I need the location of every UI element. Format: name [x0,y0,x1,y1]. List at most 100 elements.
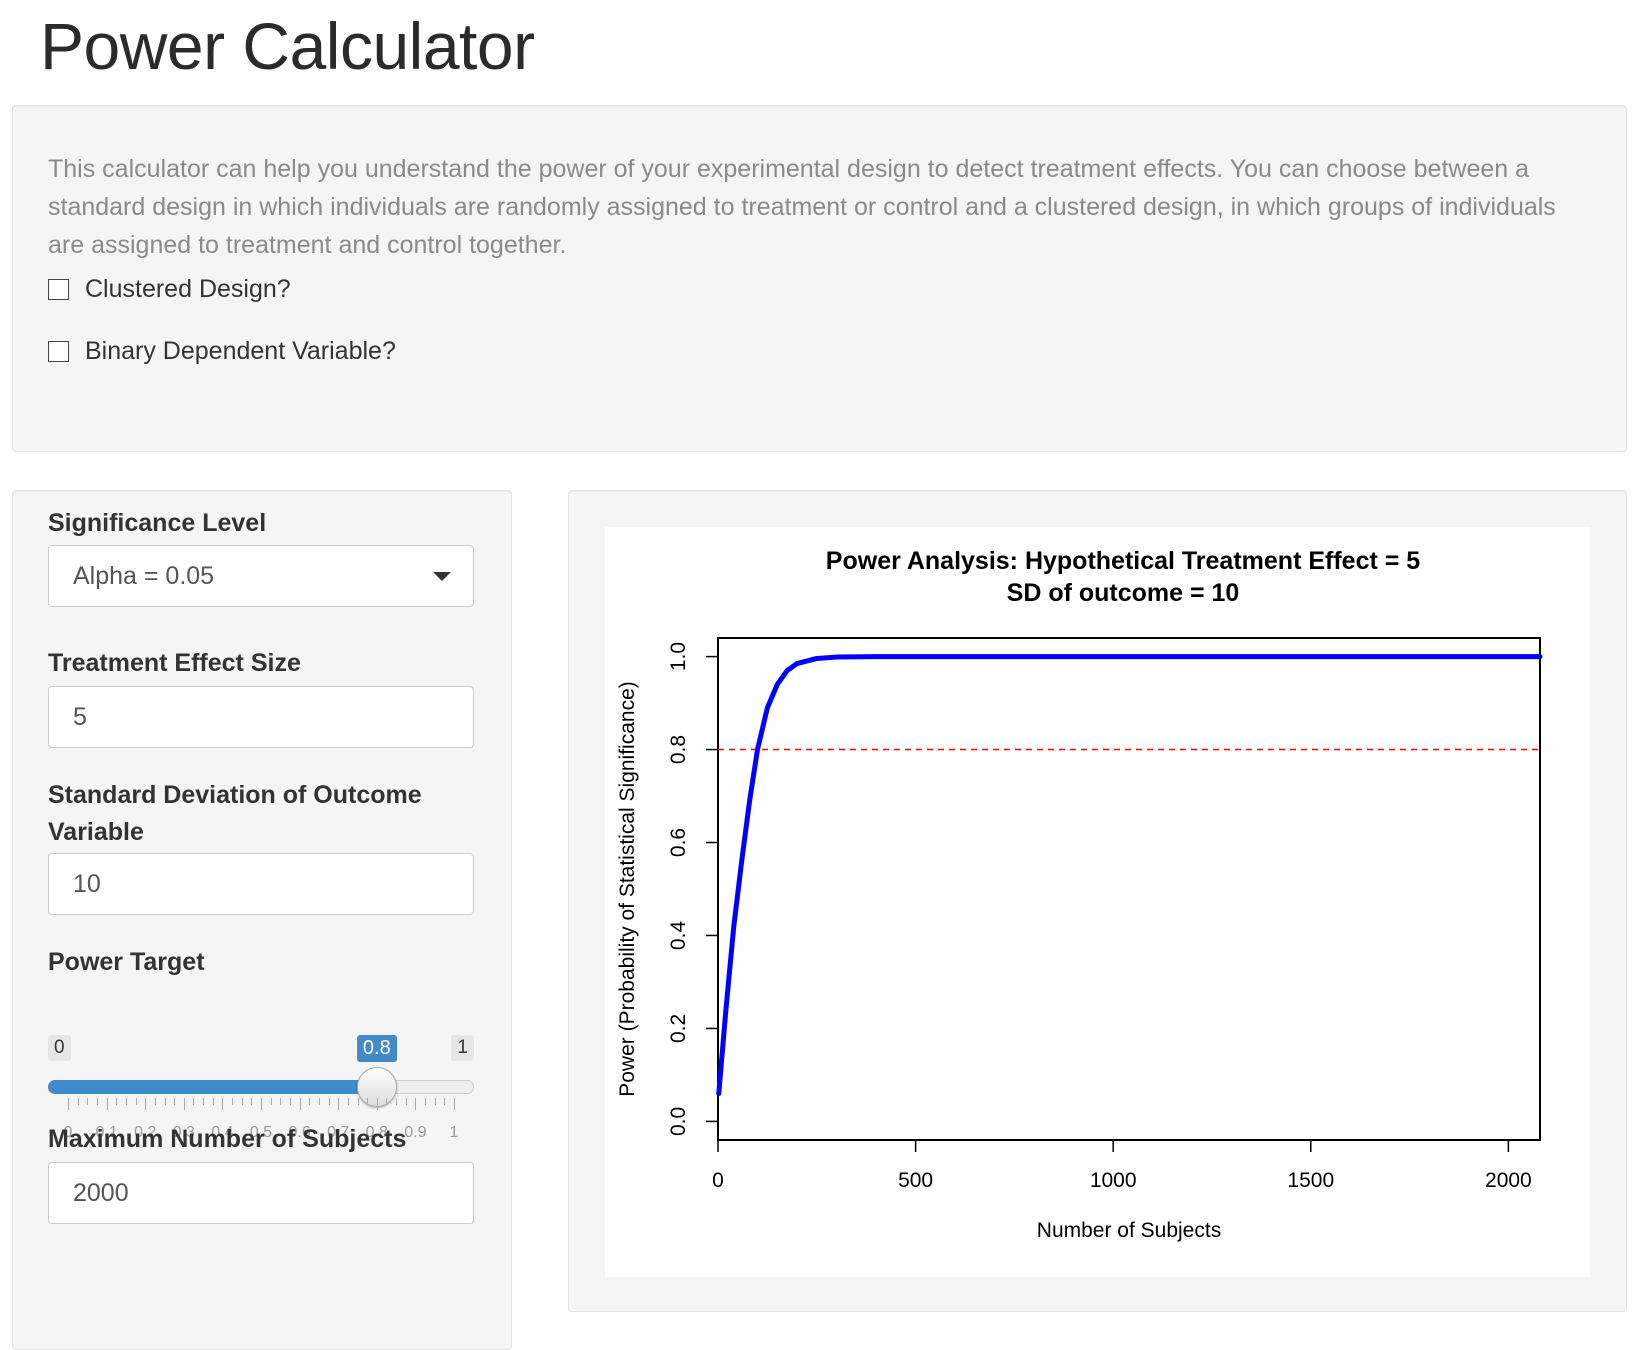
max-subjects-input[interactable]: 2000 [48,1162,474,1224]
slider-tick [193,1098,195,1105]
power-plot: Power Analysis: Hypothetical Treatment E… [605,527,1590,1277]
chart-marks [716,654,1543,1097]
slider-tick [212,1098,214,1105]
slider-tick-label: 0.8 [365,1124,388,1141]
slider-tick-label: 0.2 [134,1124,157,1141]
slider-tick [106,1098,108,1110]
slider-tick [77,1098,79,1105]
power-curve-line [716,654,1543,1097]
slider-tick [376,1098,378,1110]
y-tick-label: 0.2 [667,1014,690,1043]
power-chart: Power Analysis: Hypothetical Treatment E… [616,547,1543,1242]
slider-tick [145,1098,147,1110]
slider-tick-label: 0.6 [288,1124,311,1141]
treatment-effect-input[interactable]: 5 [48,686,474,748]
slider-tick [357,1098,359,1105]
y-tick-label: 0.6 [667,828,690,857]
slider-tick [386,1098,388,1105]
x-axis-label: Number of Subjects [1037,1219,1221,1242]
slider-tick [232,1098,234,1105]
clustered-design-option[interactable]: Clustered Design? [48,275,291,304]
max-subjects-value: 2000 [73,1179,129,1207]
slider-tick [164,1098,166,1105]
slider-tick [299,1098,301,1110]
slider-tick [87,1098,89,1105]
binary-dv-label: Binary Dependent Variable? [85,337,396,365]
slider-tick-label: 0.4 [211,1124,234,1141]
slider-max-label: 1 [451,1035,474,1061]
y-tick-label: 0.0 [667,1107,690,1136]
y-tick-label: 1.0 [667,642,690,671]
clustered-design-checkbox[interactable] [48,279,69,300]
slider-tick [425,1098,427,1105]
slider-tick [434,1098,436,1105]
slider-tick [183,1098,185,1110]
slider-tick [96,1098,98,1105]
slider-tick-label: 0.3 [172,1124,195,1141]
page-title: Power Calculator [40,9,535,83]
treatment-effect-label: Treatment Effect Size [48,649,301,677]
slider-tick [270,1098,272,1105]
x-tick-label: 500 [898,1169,933,1192]
max-subjects-label: Maximum Number of Subjects [48,1125,407,1153]
slider-tick [309,1098,311,1105]
slider-tick [289,1098,291,1105]
x-tick-label: 1500 [1287,1169,1334,1192]
slider-tick-label: 0.9 [404,1124,427,1141]
power-target-slider[interactable]: 0 1 0.8 0 0.1 0.2 0.3 0.4 0.5 0.6 0.7 0.8 0.9 1 [48,1035,474,1145]
sd-outcome-value: 10 [73,870,101,898]
slider-value-bubble: 0.8 [356,1035,397,1062]
x-axis: 0 500 1000 1500 2000 [712,1139,1532,1192]
slider-tick [318,1098,320,1105]
intro-text: This calculator can help you understand … [48,155,1556,259]
x-tick-label: 2000 [1485,1169,1532,1192]
chart-title: Power Analysis: Hypothetical Treatment E… [826,547,1420,575]
slider-tick [261,1098,262,1110]
slider-tick [280,1098,282,1105]
sd-outcome-label: Standard Deviation of Outcome Variable [48,781,422,846]
y-axis-label: Power (Probability of Statistical Signif… [616,681,639,1097]
slider-tick [367,1098,369,1105]
intro-panel [12,105,1627,452]
y-tick-label: 0.8 [667,735,690,764]
slider-tick [251,1098,253,1105]
power-target-label: Power Target [48,948,205,976]
slider-tick [125,1098,127,1105]
sd-outcome-input[interactable]: 10 [48,853,474,915]
x-tick-label: 1000 [1090,1169,1137,1192]
binary-dv-option[interactable]: Binary Dependent Variable? [48,337,396,366]
slider-tick [405,1098,407,1105]
slider-tick [203,1098,205,1105]
slider-tick [135,1098,137,1105]
slider-tick-label: 0 [63,1124,73,1141]
y-axis: 0.0 0.2 0.4 0.6 0.8 1.0 [667,642,719,1136]
slider-tick-label: 0.7 [327,1124,350,1141]
slider-tick [241,1098,243,1105]
significance-level-select[interactable]: Alpha = 0.05 [48,545,474,607]
plot-frame [717,637,1541,1141]
slider-tick [68,1098,69,1110]
slider-tick [222,1098,224,1110]
y-tick-label: 0.4 [667,921,690,951]
slider-tick [338,1098,340,1110]
slider-tick [328,1098,330,1105]
slider-tick [454,1098,455,1110]
binary-dv-checkbox[interactable] [48,341,69,362]
slider-tick-label: 1 [449,1124,459,1141]
treatment-effect-value: 5 [73,703,87,731]
slider-tick [154,1098,156,1105]
slider-tick-label: 0.1 [95,1124,118,1141]
x-tick-label: 0 [712,1169,724,1192]
significance-level-value: Alpha = 0.05 [73,562,215,590]
slider-tick [347,1098,349,1105]
slider-fill [48,1080,377,1094]
slider-tick [174,1098,176,1105]
significance-level-label: Significance Level [48,509,267,537]
slider-tick [444,1098,446,1105]
chart-subtitle: SD of outcome = 10 [1007,579,1240,607]
slider-tick [415,1098,417,1110]
slider-tick-label: 0.5 [249,1124,273,1141]
slider-tick [396,1098,398,1105]
caret-down-icon [433,572,451,581]
slider-tick [116,1098,118,1105]
